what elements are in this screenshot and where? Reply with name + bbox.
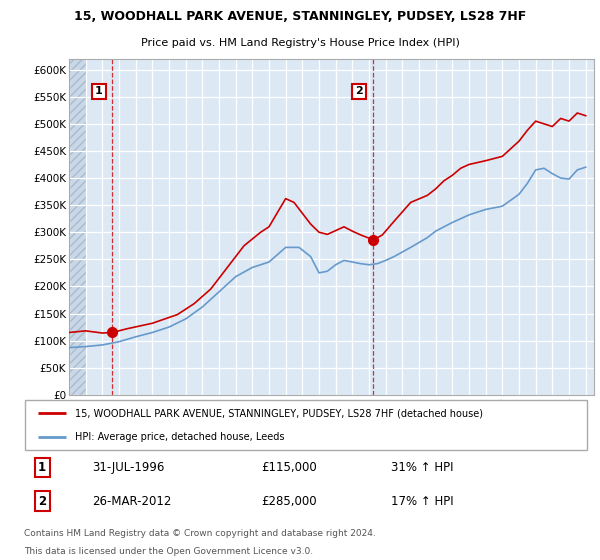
- Text: £115,000: £115,000: [261, 461, 317, 474]
- Text: 1: 1: [38, 461, 46, 474]
- Text: 26-MAR-2012: 26-MAR-2012: [92, 494, 171, 508]
- Text: HPI: Average price, detached house, Leeds: HPI: Average price, detached house, Leed…: [75, 432, 284, 442]
- Text: £285,000: £285,000: [261, 494, 317, 508]
- Text: This data is licensed under the Open Government Licence v3.0.: This data is licensed under the Open Gov…: [24, 547, 313, 556]
- Text: 15, WOODHALL PARK AVENUE, STANNINGLEY, PUDSEY, LS28 7HF: 15, WOODHALL PARK AVENUE, STANNINGLEY, P…: [74, 11, 526, 24]
- Text: 15, WOODHALL PARK AVENUE, STANNINGLEY, PUDSEY, LS28 7HF (detached house): 15, WOODHALL PARK AVENUE, STANNINGLEY, P…: [75, 408, 483, 418]
- Text: 2: 2: [355, 86, 363, 96]
- Text: Contains HM Land Registry data © Crown copyright and database right 2024.: Contains HM Land Registry data © Crown c…: [24, 529, 376, 539]
- Text: 2: 2: [38, 494, 46, 508]
- Text: 1: 1: [95, 86, 103, 96]
- Text: 17% ↑ HPI: 17% ↑ HPI: [391, 494, 453, 508]
- Text: Price paid vs. HM Land Registry's House Price Index (HPI): Price paid vs. HM Land Registry's House …: [140, 38, 460, 48]
- Text: 31% ↑ HPI: 31% ↑ HPI: [391, 461, 453, 474]
- Text: 31-JUL-1996: 31-JUL-1996: [92, 461, 164, 474]
